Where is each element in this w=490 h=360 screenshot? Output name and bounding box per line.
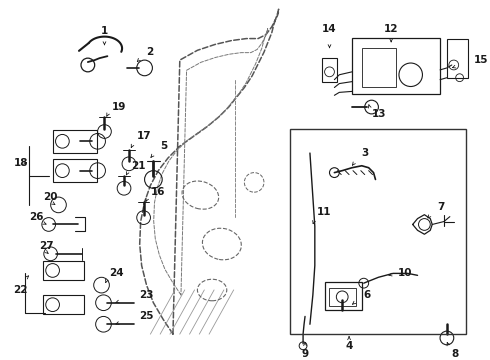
Bar <box>324 282 362 310</box>
Text: 24: 24 <box>109 269 124 278</box>
Bar <box>291 129 466 334</box>
Bar <box>362 48 396 87</box>
Text: 1: 1 <box>101 26 108 36</box>
Text: 20: 20 <box>43 192 57 202</box>
Text: 26: 26 <box>29 212 44 222</box>
Text: 6: 6 <box>364 290 371 300</box>
Text: 18: 18 <box>14 158 28 168</box>
Text: 3: 3 <box>362 148 369 158</box>
Text: 16: 16 <box>150 187 165 197</box>
Bar <box>321 58 337 82</box>
Text: 25: 25 <box>139 311 153 321</box>
Text: 2: 2 <box>147 47 154 57</box>
Bar <box>447 39 468 78</box>
Text: 27: 27 <box>39 241 53 251</box>
Text: 15: 15 <box>473 55 488 65</box>
Text: 4: 4 <box>345 341 353 351</box>
Bar <box>43 261 84 280</box>
Text: 23: 23 <box>139 290 153 300</box>
Text: 10: 10 <box>398 269 413 278</box>
Text: 11: 11 <box>317 207 331 217</box>
Text: 13: 13 <box>371 109 386 119</box>
Text: 19: 19 <box>111 102 126 112</box>
Text: 8: 8 <box>452 348 459 359</box>
Bar <box>52 130 97 153</box>
Text: 7: 7 <box>437 202 444 212</box>
Bar <box>43 295 84 315</box>
Text: 21: 21 <box>131 161 146 171</box>
Text: 14: 14 <box>322 24 337 34</box>
Text: 17: 17 <box>137 131 151 141</box>
Text: 5: 5 <box>160 141 168 151</box>
Bar <box>328 288 356 306</box>
Bar <box>52 159 97 183</box>
Text: 9: 9 <box>301 348 309 359</box>
Text: 12: 12 <box>384 24 398 34</box>
Text: 22: 22 <box>14 285 28 295</box>
Bar <box>352 37 440 94</box>
